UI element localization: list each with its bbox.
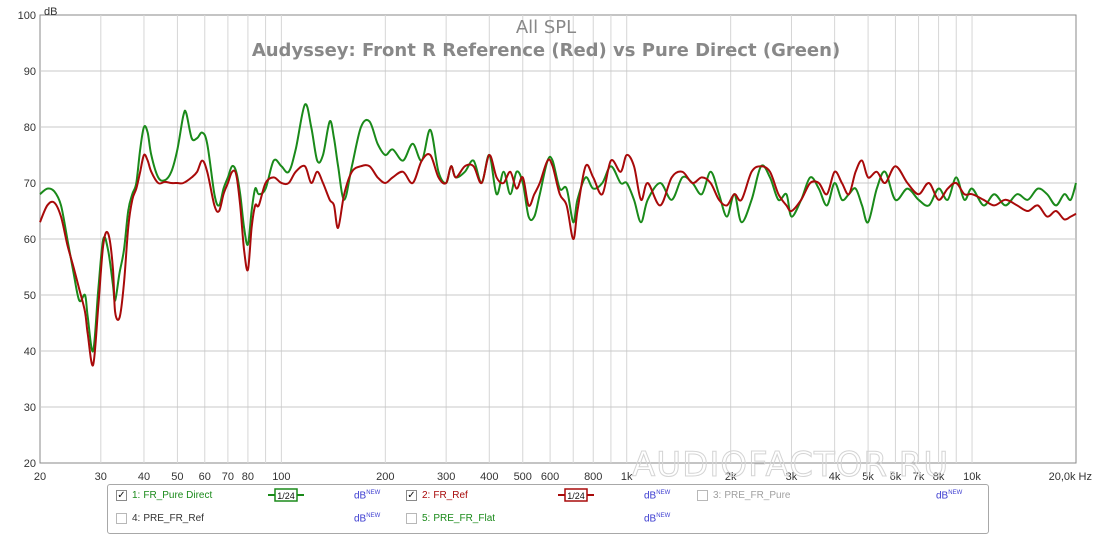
chart-subtitle: Audyssey: Front R Reference (Red) vs Pur…: [252, 40, 840, 61]
x-tick-label: 500: [514, 471, 532, 483]
legend-unit-2: dBNEW: [644, 490, 671, 502]
legend-item-fr-pure-direct[interactable]: ✓ 1: FR_Pure Direct: [116, 490, 212, 501]
legend-checkbox-3[interactable]: [697, 490, 708, 501]
legend-index-5: 5:: [422, 513, 431, 524]
legend-index-2: 2:: [422, 490, 431, 501]
x-tick-label: 1k: [621, 471, 633, 483]
legend-item-pre-fr-pure[interactable]: 3: PRE_FR_Pure: [697, 490, 790, 501]
grid: [40, 15, 1076, 463]
x-tick-label: 5k: [862, 471, 874, 483]
x-tick-label: 800: [584, 471, 602, 483]
x-tick-label: 2k: [725, 471, 737, 483]
x-tick-label: 40: [138, 471, 150, 483]
x-tick-label: 60: [199, 471, 211, 483]
chart-title: All SPL: [516, 17, 576, 38]
legend-index-3: 3:: [713, 490, 722, 501]
legend-label-5: PRE_FR_Flat: [433, 513, 496, 524]
legend-label-1: FR_Pure Direct: [143, 490, 213, 501]
svg-text:1/24: 1/24: [567, 491, 585, 501]
series-group: [39, 103, 1077, 367]
y-axis-unit: dB: [44, 6, 57, 18]
x-tick-label: 8k: [933, 471, 945, 483]
y-tick-label: 30: [24, 402, 36, 414]
legend-panel: ✓ 1: FR_Pure Direct 1/24 dBNEW ✓ 2: FR_R…: [107, 484, 989, 534]
x-tick-label: 50: [171, 471, 183, 483]
y-tick-label: 70: [24, 178, 36, 190]
x-tick-label: 600: [541, 471, 559, 483]
svg-text:1/24: 1/24: [277, 491, 295, 501]
y-tick-label: 40: [24, 346, 36, 358]
x-tick-label: 300: [437, 471, 455, 483]
spl-chart: 100 90 80 70 60 50 40 30 20 20 30 40 50 60 70 80 100 200…: [18, 6, 1092, 484]
y-tick-label: 20: [24, 458, 36, 470]
x-tick-label: 200: [376, 471, 394, 483]
legend-unit-5: dBNEW: [644, 513, 671, 525]
x-tick-label: 20: [34, 471, 46, 483]
x-tick-label: 20,0k Hz: [1049, 471, 1092, 483]
legend-unit-4: dBNEW: [354, 513, 381, 525]
series-line-fr-ref: [39, 153, 1077, 367]
legend-label-3: PRE_FR_Pure: [724, 490, 791, 501]
legend-checkbox-5[interactable]: [406, 513, 417, 524]
y-tick-label: 60: [24, 234, 36, 246]
x-tick-label: 10k: [963, 471, 981, 483]
legend-item-pre-fr-ref[interactable]: 4: PRE_FR_Ref: [116, 513, 204, 524]
legend-unit-3: dBNEW: [936, 490, 963, 502]
legend-checkbox-4[interactable]: [116, 513, 127, 524]
watermark: AUDIOFACTOR.RU: [632, 445, 949, 484]
x-tick-label: 3k: [786, 471, 798, 483]
x-tick-label: 7k: [913, 471, 925, 483]
x-axis: 20 30 40 50 60 70 80 100 200 300 400 500 600 800 1k 2k 3…: [34, 471, 1092, 483]
smoothing-badge-2[interactable]: 1/24: [558, 488, 594, 502]
x-tick-label: 400: [480, 471, 498, 483]
y-tick-label: 100: [18, 10, 36, 22]
y-tick-label: 80: [24, 122, 36, 134]
x-tick-label: 100: [272, 471, 290, 483]
y-tick-label: 50: [24, 290, 36, 302]
legend-label-4: PRE_FR_Ref: [143, 513, 204, 524]
x-tick-label: 70: [222, 471, 234, 483]
smoothing-badge-1[interactable]: 1/24: [268, 488, 304, 502]
legend-checkbox-1[interactable]: ✓: [116, 490, 127, 501]
x-tick-label: 30: [95, 471, 107, 483]
legend-item-pre-fr-flat[interactable]: 5: PRE_FR_Flat: [406, 513, 495, 524]
x-tick-label: 80: [242, 471, 254, 483]
legend-index-1: 1:: [132, 490, 141, 501]
legend-checkbox-2[interactable]: ✓: [406, 490, 417, 501]
legend-item-fr-ref[interactable]: ✓ 2: FR_Ref: [406, 490, 468, 501]
x-tick-label: 6k: [890, 471, 902, 483]
legend-label-2: FR_Ref: [433, 490, 468, 501]
x-tick-label: 4k: [829, 471, 841, 483]
y-axis: 100 90 80 70 60 50 40 30 20: [18, 10, 36, 470]
legend-unit-1: dBNEW: [354, 490, 381, 502]
y-tick-label: 90: [24, 66, 36, 78]
legend-index-4: 4:: [132, 513, 141, 524]
